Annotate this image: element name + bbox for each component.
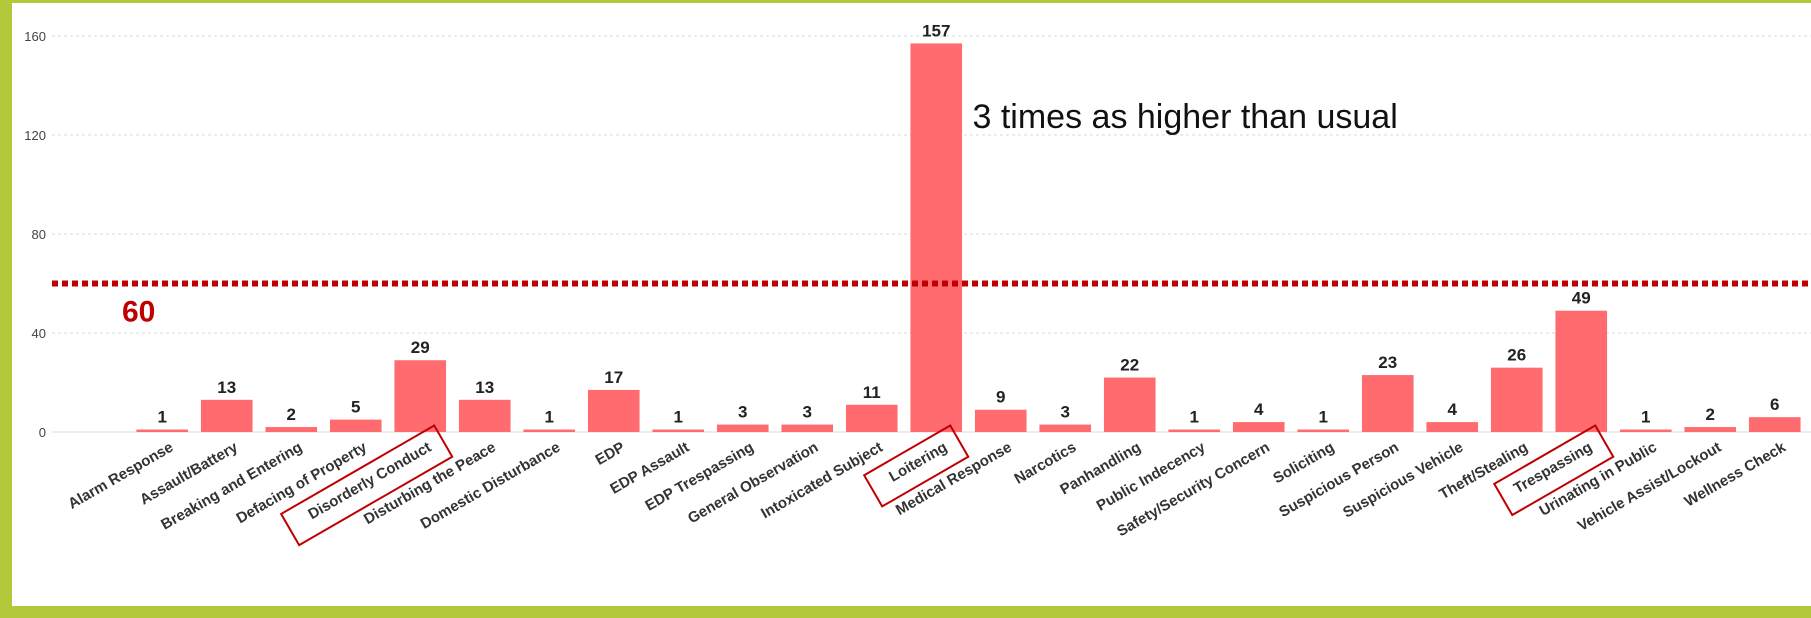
bar <box>1232 422 1285 432</box>
bar-value-label: 6 <box>1770 395 1779 414</box>
bar <box>1103 377 1156 432</box>
category-label: Suspicious Vehicle <box>1340 439 1466 522</box>
bar <box>974 409 1027 432</box>
bar-value-label: 4 <box>1448 400 1458 419</box>
bar <box>1619 429 1672 432</box>
bars-layer <box>136 43 1801 433</box>
category-label: Medical Response <box>893 439 1015 519</box>
category-label: Suspicious Person <box>1276 439 1401 521</box>
y-tick-label: 160 <box>24 29 46 44</box>
bar-value-label: 13 <box>217 378 236 397</box>
y-tick-label: 0 <box>39 425 46 440</box>
bar <box>1297 429 1350 432</box>
bar-value-label: 1 <box>1190 408 1199 427</box>
bar-value-label: 29 <box>411 338 430 357</box>
bar-value-label: 2 <box>1706 405 1715 424</box>
bar <box>136 429 189 432</box>
annotation-text: 3 times as higher than usual <box>973 98 1398 136</box>
y-tick-label: 120 <box>24 128 46 143</box>
bar-value-label: 1 <box>674 408 683 427</box>
bar <box>1748 417 1801 432</box>
bar <box>458 399 511 432</box>
bar <box>845 404 898 432</box>
highlight-box <box>862 424 970 508</box>
category-label: Alarm Response <box>65 439 176 513</box>
bar-value-label: 3 <box>1061 403 1070 422</box>
bar <box>1490 367 1543 432</box>
bar-value-label: 4 <box>1254 400 1264 419</box>
bar <box>329 419 382 432</box>
bar-value-label: 1 <box>158 408 167 427</box>
bar-value-label: 49 <box>1572 289 1591 308</box>
y-tick-label: 80 <box>32 227 46 242</box>
bar-value-label: 23 <box>1378 353 1397 372</box>
threshold-label: 60 <box>122 296 155 329</box>
bar-value-label: 1 <box>1641 408 1650 427</box>
category-label: EDP <box>593 439 628 469</box>
highlight-box <box>1492 424 1615 517</box>
bar <box>394 360 447 432</box>
bar <box>1361 375 1414 432</box>
bar <box>1039 424 1092 432</box>
y-tick-label: 40 <box>32 326 46 341</box>
bar <box>200 399 253 432</box>
highlight-box <box>279 424 454 547</box>
bar-value-label: 2 <box>287 405 296 424</box>
bar-value-label: 1 <box>545 408 554 427</box>
bar-value-label: 13 <box>475 378 494 397</box>
bar <box>587 389 640 432</box>
bar <box>1168 429 1221 432</box>
bar <box>1555 310 1608 432</box>
bar-value-label: 3 <box>738 403 747 422</box>
bar <box>1684 427 1737 432</box>
bar-value-label: 3 <box>803 403 812 422</box>
bar <box>910 43 963 433</box>
bar <box>1426 422 1479 432</box>
bar-value-label: 17 <box>604 368 623 387</box>
bar-value-label: 5 <box>351 398 360 417</box>
bar-value-label: 22 <box>1120 356 1139 375</box>
bar-value-label: 1 <box>1319 408 1328 427</box>
bar <box>716 424 769 432</box>
bar-value-label: 9 <box>996 388 1005 407</box>
bar <box>523 429 576 432</box>
bar <box>781 424 834 432</box>
bar <box>265 427 318 432</box>
bar-value-label: 26 <box>1507 346 1526 365</box>
bar-value-label: 11 <box>863 383 881 402</box>
bar <box>652 429 705 432</box>
bar-value-label: 157 <box>922 21 950 40</box>
overlay-layer: 60 3 times as higher than usual <box>52 98 1811 547</box>
